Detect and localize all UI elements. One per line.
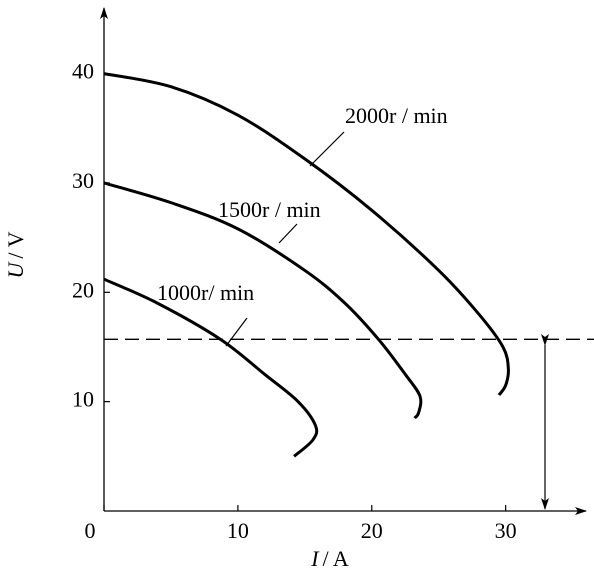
- curve: [103, 277, 319, 458]
- x-tick-label: 10: [227, 518, 249, 543]
- x-axis-symbol: I: [310, 546, 320, 571]
- y-axis-label: U / V: [3, 231, 28, 278]
- x-tick-label: 20: [361, 518, 383, 543]
- series-label: 1500r / min: [218, 197, 321, 222]
- x-tick-label: 30: [495, 518, 517, 543]
- y-tick-label: 20: [72, 277, 94, 302]
- label-leader: [309, 131, 345, 167]
- curve: [103, 72, 510, 396]
- y-axis-unit: / V: [3, 231, 28, 258]
- label-leader: [278, 223, 298, 244]
- series-label: 1000r/ min: [157, 280, 254, 305]
- y-tick-label: 10: [72, 387, 94, 412]
- y-axis-symbol: U: [3, 261, 28, 279]
- y-tick-label: 40: [72, 59, 94, 84]
- x-tick-label: 0: [85, 518, 96, 543]
- x-axis-label: I / A: [310, 546, 349, 571]
- label-leader: [225, 317, 248, 347]
- series-label: 2000r / min: [345, 103, 448, 128]
- curve: [103, 181, 423, 420]
- y-tick-label: 30: [72, 168, 94, 193]
- x-axis-unit: / A: [323, 546, 349, 571]
